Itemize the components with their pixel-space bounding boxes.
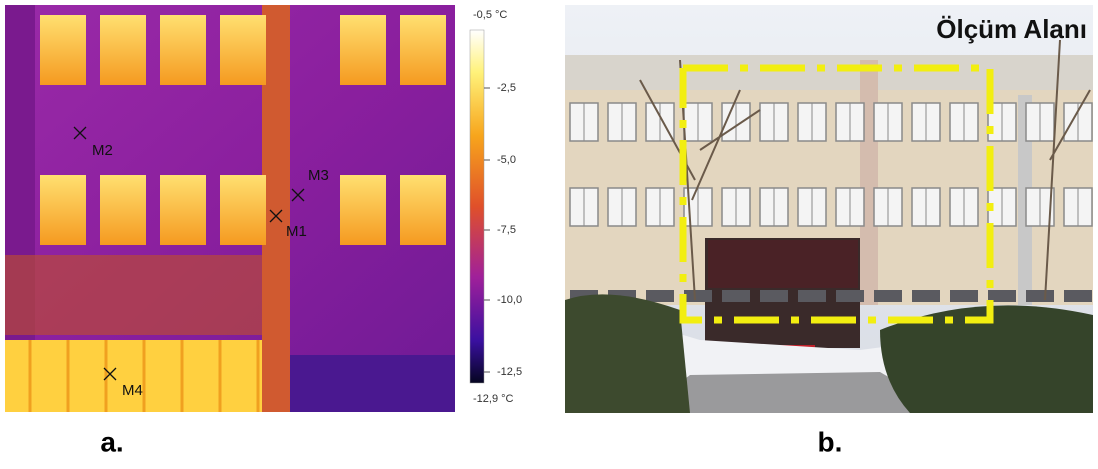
colorbar-tick-label: -5,0 <box>497 154 516 166</box>
colorbar-max: -0,5 °C <box>473 9 507 21</box>
colorbar-min: -12,9 °C <box>473 393 514 405</box>
window <box>760 290 788 302</box>
thermal-pillar <box>262 5 290 412</box>
colorbar <box>470 30 484 383</box>
photo <box>565 5 1093 413</box>
measurement-area-label: Ölçüm Alanı <box>936 14 1087 44</box>
thermal-window <box>340 15 386 85</box>
colorbar-tick-label: -12,5 <box>497 366 522 378</box>
building-pillar <box>860 60 878 305</box>
window <box>874 290 902 302</box>
thermal-window <box>160 15 206 85</box>
entrance-sign <box>708 240 858 288</box>
colorbar-tick-label: -7,5 <box>497 224 516 236</box>
building-top <box>565 55 1093 90</box>
window <box>912 290 940 302</box>
window <box>798 290 826 302</box>
window <box>722 290 750 302</box>
window <box>1064 290 1092 302</box>
thermal-window <box>160 175 206 245</box>
thermal-window <box>400 175 446 245</box>
thermal-image <box>5 5 455 412</box>
marker-label: M4 <box>122 382 143 399</box>
thermal-window <box>220 15 266 85</box>
colorbar-tick-label: -10,0 <box>497 294 522 306</box>
thermal-window <box>40 175 86 245</box>
window <box>1026 290 1054 302</box>
marker-label: M3 <box>308 167 329 184</box>
caption: a. <box>100 426 123 457</box>
caption: b. <box>818 426 843 457</box>
window <box>836 290 864 302</box>
thermal-window <box>400 15 446 85</box>
thermal-window <box>100 15 146 85</box>
thermal-window <box>100 175 146 245</box>
thermal-window <box>340 175 386 245</box>
marker-label: M2 <box>92 142 113 159</box>
window <box>646 290 674 302</box>
thermal-cold-zone <box>278 355 455 412</box>
thermal-entrance <box>5 340 270 412</box>
thermal-window <box>220 175 266 245</box>
thermal-window <box>40 15 86 85</box>
window <box>950 290 978 302</box>
colorbar-tick-label: -2,5 <box>497 82 516 94</box>
window <box>684 290 712 302</box>
bush-left <box>565 294 690 413</box>
figure: -0,5 °C -12,9 °C a. Ölçüm Alanı b. -2,5 -… <box>0 0 1098 464</box>
marker-label: M1 <box>286 223 307 240</box>
thermal-sign <box>5 255 275 335</box>
